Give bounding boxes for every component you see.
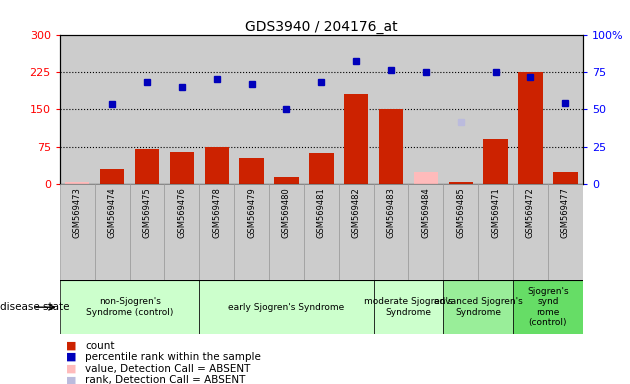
Bar <box>513 184 548 280</box>
Text: GSM569481: GSM569481 <box>317 187 326 238</box>
Text: GSM569477: GSM569477 <box>561 187 570 238</box>
Text: rank, Detection Call = ABSENT: rank, Detection Call = ABSENT <box>85 375 246 384</box>
Bar <box>449 182 473 184</box>
Text: GSM569480: GSM569480 <box>282 187 291 238</box>
Text: GSM569485: GSM569485 <box>456 187 465 238</box>
Bar <box>60 184 94 280</box>
Text: disease state: disease state <box>0 302 69 312</box>
Text: GSM569479: GSM569479 <box>247 187 256 238</box>
Bar <box>444 280 513 334</box>
Bar <box>513 280 583 334</box>
Bar <box>339 184 374 280</box>
Bar <box>304 184 339 280</box>
Text: GSM569473: GSM569473 <box>73 187 82 238</box>
Bar <box>65 182 89 184</box>
Bar <box>274 177 299 184</box>
Bar <box>553 172 578 184</box>
Bar <box>379 109 403 184</box>
Text: GSM569472: GSM569472 <box>526 187 535 238</box>
Bar <box>483 139 508 184</box>
Bar <box>344 94 369 184</box>
Text: GSM569483: GSM569483 <box>387 187 396 238</box>
Bar <box>234 184 269 280</box>
Bar <box>130 184 164 280</box>
Text: GSM569482: GSM569482 <box>352 187 360 238</box>
Bar <box>374 184 408 280</box>
Bar <box>60 280 199 334</box>
Text: ■: ■ <box>66 375 77 384</box>
Bar <box>478 184 513 280</box>
Text: GSM569478: GSM569478 <box>212 187 221 238</box>
Bar <box>444 184 478 280</box>
Text: GSM569474: GSM569474 <box>108 187 117 238</box>
Text: non-Sjogren's
Syndrome (control): non-Sjogren's Syndrome (control) <box>86 298 173 317</box>
Bar <box>164 184 199 280</box>
Title: GDS3940 / 204176_at: GDS3940 / 204176_at <box>245 20 398 33</box>
Text: Sjogren's
synd
rome
(control): Sjogren's synd rome (control) <box>527 287 569 327</box>
Bar <box>100 169 124 184</box>
Bar <box>199 184 234 280</box>
Bar <box>309 153 333 184</box>
Text: GSM569471: GSM569471 <box>491 187 500 238</box>
Bar <box>269 184 304 280</box>
Text: ■: ■ <box>66 341 77 351</box>
Bar <box>169 152 194 184</box>
Bar <box>374 280 444 334</box>
Bar <box>239 158 264 184</box>
Bar <box>65 182 89 184</box>
Bar <box>205 147 229 184</box>
Text: GSM569476: GSM569476 <box>178 187 186 238</box>
Text: advanced Sjogren's
Syndrome: advanced Sjogren's Syndrome <box>434 298 522 317</box>
Bar <box>135 149 159 184</box>
Text: moderate Sjogren's
Syndrome: moderate Sjogren's Syndrome <box>364 298 453 317</box>
Text: early Sjogren's Syndrome: early Sjogren's Syndrome <box>228 303 345 312</box>
Text: GSM569475: GSM569475 <box>142 187 151 238</box>
Bar <box>408 184 444 280</box>
Bar <box>548 184 583 280</box>
Text: value, Detection Call = ABSENT: value, Detection Call = ABSENT <box>85 364 251 374</box>
Bar <box>414 172 438 184</box>
Text: ■: ■ <box>66 364 77 374</box>
Bar <box>94 184 130 280</box>
Bar <box>199 280 374 334</box>
Text: count: count <box>85 341 115 351</box>
Text: GSM569484: GSM569484 <box>421 187 430 238</box>
Text: percentile rank within the sample: percentile rank within the sample <box>85 352 261 362</box>
Text: ■: ■ <box>66 352 77 362</box>
Bar <box>518 72 542 184</box>
